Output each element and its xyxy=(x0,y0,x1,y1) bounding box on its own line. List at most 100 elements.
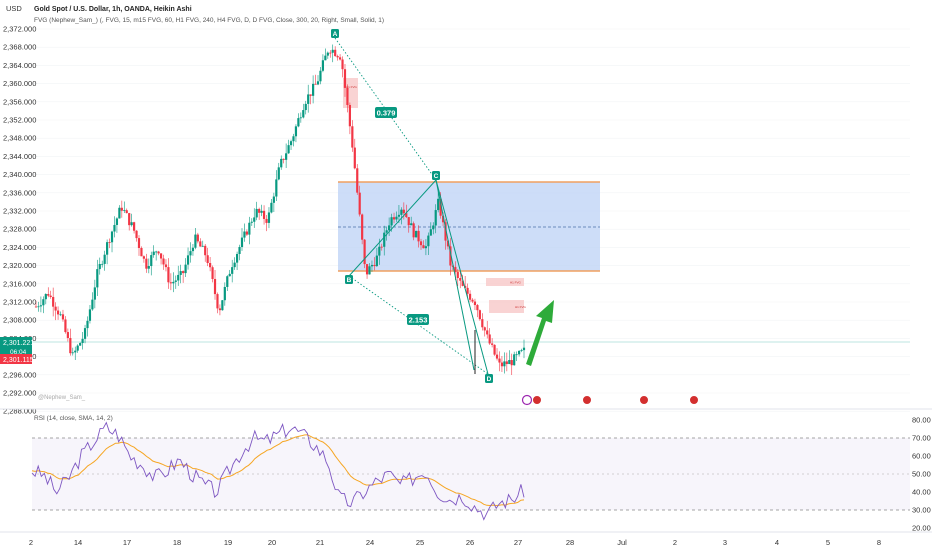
candle-body xyxy=(412,223,415,238)
candle-body xyxy=(378,246,381,256)
point-a-label: A xyxy=(333,31,338,38)
candle-body xyxy=(483,327,486,331)
candle-body xyxy=(478,310,481,320)
pattern-c-d xyxy=(435,179,489,375)
candle-body xyxy=(459,278,462,281)
candle-body xyxy=(307,94,310,104)
time-tick-label: 28 xyxy=(566,538,574,547)
candle-body xyxy=(64,319,67,333)
candle-body xyxy=(434,210,437,226)
rsi-tick-label: 30.00 xyxy=(912,506,931,515)
event-icon-us-flag[interactable] xyxy=(532,395,542,405)
candle-body xyxy=(145,258,148,269)
event-icon-flash[interactable] xyxy=(521,394,533,406)
rsi-tick-label: 40.00 xyxy=(912,488,931,497)
candle-body xyxy=(348,104,351,127)
candle-body xyxy=(159,253,163,259)
candle-body xyxy=(130,222,133,226)
time-tick-label: 2 xyxy=(673,538,677,547)
price-tick-label: 2,324.000 xyxy=(3,243,36,252)
candle-body xyxy=(365,264,369,275)
candle-body xyxy=(510,360,513,366)
candle-body xyxy=(218,308,222,311)
candle-body xyxy=(468,293,472,300)
arrow-shape xyxy=(526,300,554,366)
price-tick-label: 2,292.000 xyxy=(3,389,36,398)
pattern-a-c-dotted xyxy=(334,37,437,181)
candle-body xyxy=(351,126,354,148)
candle-body xyxy=(338,57,342,60)
fvg-label-upper: H1 FVG xyxy=(346,85,358,89)
candle-body xyxy=(196,234,199,242)
candle-body xyxy=(132,222,136,231)
candle-body xyxy=(299,117,302,119)
event-icon-us-flag[interactable] xyxy=(689,395,699,405)
candle-body xyxy=(400,209,403,215)
candle-body xyxy=(312,83,315,96)
candle-body xyxy=(383,232,386,247)
candle-body xyxy=(388,225,391,231)
candle-body xyxy=(147,266,150,269)
candle-body xyxy=(83,328,87,339)
time-tick-label: 18 xyxy=(173,538,181,547)
candle-body xyxy=(508,360,511,365)
candle-body xyxy=(432,225,435,230)
currency-label: USD xyxy=(6,4,22,13)
candle-body xyxy=(189,251,192,256)
candle-body xyxy=(49,295,52,297)
time-tick-label: 3 xyxy=(723,538,727,547)
time-tick-label: 20 xyxy=(268,538,276,547)
candle-body xyxy=(285,153,288,160)
time-tick-label: 8 xyxy=(877,538,881,547)
candle-body xyxy=(91,299,94,310)
candle-body xyxy=(309,94,312,96)
candle-body xyxy=(361,214,364,240)
candle-body xyxy=(164,264,168,268)
prev-close-value: 2,301.115 xyxy=(3,357,34,364)
point-a-badge xyxy=(331,29,339,38)
candle-body xyxy=(174,280,177,282)
candle-body xyxy=(321,60,325,71)
candle-body xyxy=(245,231,248,235)
price-tick-label: 2,348.000 xyxy=(3,134,36,143)
candle-body xyxy=(343,69,347,88)
bullish-arrow xyxy=(526,300,554,366)
candle-body xyxy=(177,274,180,281)
candle-body xyxy=(213,278,217,295)
candle-body xyxy=(265,218,268,223)
candle-body xyxy=(282,158,285,160)
candle-body xyxy=(115,218,119,225)
candle-body xyxy=(140,247,143,257)
candle-body xyxy=(486,330,489,335)
candle-body xyxy=(363,239,366,265)
candle-body xyxy=(395,216,398,220)
candle-body xyxy=(297,118,300,127)
candle-body xyxy=(59,314,62,316)
price-tick-label: 2,320.000 xyxy=(3,261,36,270)
candle-body xyxy=(179,271,182,275)
candle-body xyxy=(270,202,273,213)
watermark: @Nephew_Sam_ xyxy=(38,395,86,401)
candle-body xyxy=(206,255,209,264)
candle-body xyxy=(520,350,523,351)
candle-body xyxy=(515,354,518,356)
candle-body xyxy=(491,343,494,345)
price-tick-label: 2,316.000 xyxy=(3,279,36,288)
pattern-c-b-leg xyxy=(435,179,475,371)
pattern-b-c xyxy=(348,179,437,277)
candle-body xyxy=(184,264,187,274)
supply-demand-zone xyxy=(338,182,600,271)
price-tick-label: 2,296.000 xyxy=(3,370,36,379)
candle-body xyxy=(240,237,244,248)
candle-body xyxy=(128,213,131,226)
fvg-box-low xyxy=(489,300,524,313)
candle-body xyxy=(101,263,104,265)
time-tick-label: 19 xyxy=(224,538,232,547)
candle-body xyxy=(324,55,327,61)
time-axis: 2 14 17 18 19 20 21 24 25 26 27 28 Jul 2 3 4 5 8 xyxy=(29,538,881,547)
candle-body xyxy=(513,354,516,366)
event-icon-us-flag[interactable] xyxy=(582,395,592,405)
event-icon-us-flag[interactable] xyxy=(639,395,649,405)
candle-body xyxy=(194,234,197,248)
candle-body xyxy=(69,338,72,354)
